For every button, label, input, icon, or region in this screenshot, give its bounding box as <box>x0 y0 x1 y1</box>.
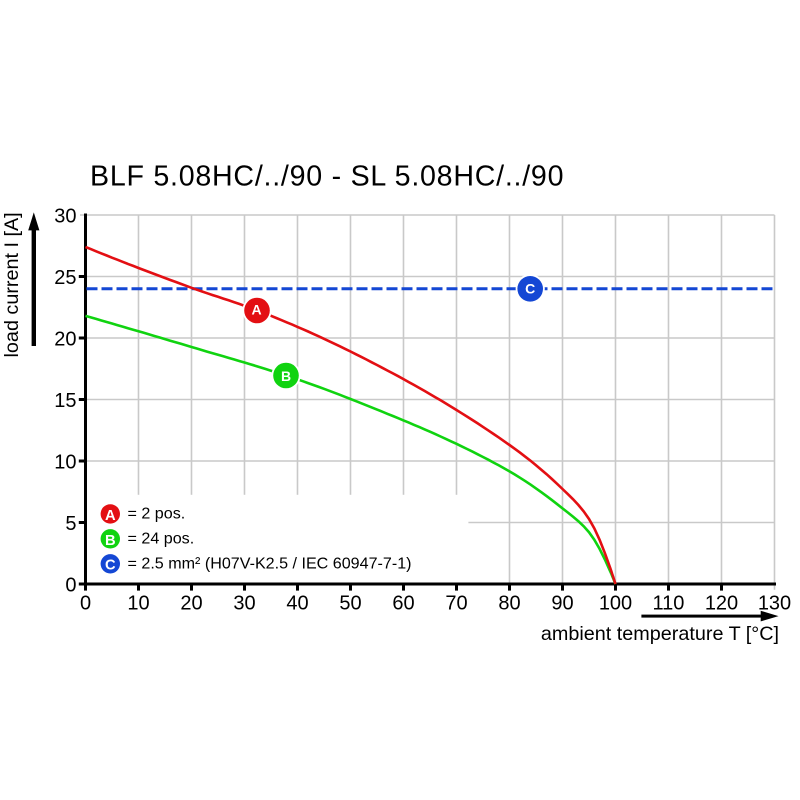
svg-text:load current I [A]: load current I [A] <box>1 212 23 357</box>
svg-text:40: 40 <box>286 592 308 614</box>
svg-text:C: C <box>105 558 116 574</box>
svg-text:25: 25 <box>54 267 76 289</box>
svg-text:70: 70 <box>445 592 467 614</box>
svg-text:130: 130 <box>758 592 791 614</box>
svg-text:= 24 pos.: = 24 pos. <box>128 530 195 548</box>
svg-text:A: A <box>105 508 116 524</box>
svg-text:20: 20 <box>54 328 76 350</box>
svg-text:20: 20 <box>180 592 202 614</box>
svg-text:= 2 pos.: = 2 pos. <box>128 505 186 523</box>
svg-text:10: 10 <box>127 592 149 614</box>
svg-text:80: 80 <box>498 592 520 614</box>
svg-text:60: 60 <box>392 592 414 614</box>
svg-text:10: 10 <box>54 451 76 473</box>
svg-text:BLF 5.08HC/../90 - SL 5.08HC/.: BLF 5.08HC/../90 - SL 5.08HC/../90 <box>90 160 564 192</box>
svg-text:0: 0 <box>80 592 91 614</box>
svg-text:B: B <box>105 533 116 549</box>
svg-text:15: 15 <box>54 390 76 412</box>
svg-text:100: 100 <box>599 592 632 614</box>
svg-text:5: 5 <box>65 513 76 535</box>
svg-text:90: 90 <box>551 592 573 614</box>
svg-text:30: 30 <box>54 205 76 227</box>
svg-text:ambient temperature T [°C]: ambient temperature T [°C] <box>541 623 779 645</box>
svg-text:110: 110 <box>653 592 685 614</box>
svg-text:30: 30 <box>233 592 255 614</box>
svg-text:50: 50 <box>339 592 361 614</box>
svg-text:B: B <box>281 368 291 384</box>
svg-text:= 2.5 mm² (H07V-K2.5 / IEC 609: = 2.5 mm² (H07V-K2.5 / IEC 60947-7-1) <box>128 555 412 573</box>
svg-text:C: C <box>525 281 535 297</box>
svg-text:A: A <box>251 302 261 318</box>
svg-text:120: 120 <box>705 592 738 614</box>
svg-text:0: 0 <box>65 574 76 596</box>
